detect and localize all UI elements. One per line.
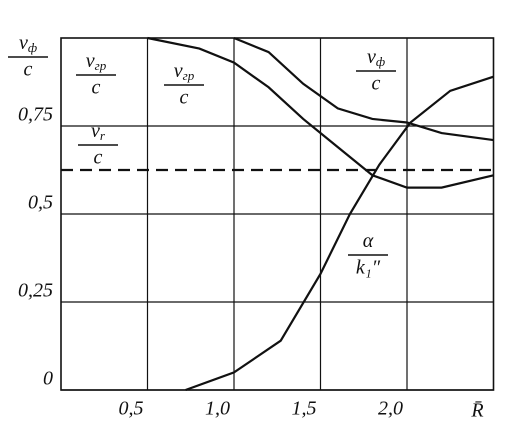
annotation-numerator: vr (91, 120, 106, 143)
y-tick-label: 0,25 (18, 280, 53, 302)
annotation-numerator: vгр (174, 60, 195, 83)
annotation-denominator: k₁″ (356, 257, 381, 279)
annotation-subscript: гр (183, 68, 195, 83)
annotation-symbol: α (363, 230, 374, 252)
curve (185, 75, 494, 392)
annotation-symbol: v (367, 46, 376, 68)
annotation-denominator: c (92, 77, 101, 99)
x-tick-label: 0,5 (119, 398, 144, 420)
annotation-symbol: v (91, 120, 100, 142)
annotation-numerator: α (363, 230, 374, 252)
y-axis-label-subscript: ф (28, 40, 37, 55)
x-axis-label: R̄ (470, 400, 483, 422)
annotation-numerator: vгр (86, 50, 107, 73)
x-tick-label: 2,0 (378, 398, 403, 420)
y-axis-label-denominator: c (24, 59, 33, 81)
annotation-subscript: гр (95, 58, 107, 73)
annotation-numerator: vф (367, 46, 385, 69)
annotation-subscript: r (100, 128, 106, 143)
annotation-denominator: c (94, 147, 103, 169)
y-tick-label: 0,75 (18, 104, 53, 126)
y-axis-label-symbol: v (19, 32, 28, 54)
x-tick-label: 1,0 (205, 398, 230, 420)
annotation-denominator: c (180, 87, 189, 109)
annotation-symbol: v (86, 50, 95, 72)
y-axis-label-numerator: vф (19, 32, 37, 55)
annotation-denominator: c (372, 73, 381, 95)
curve (147, 36, 494, 189)
curve (233, 36, 494, 142)
y-tick-label: 0 (43, 368, 53, 390)
annotation-symbol: v (174, 60, 183, 82)
x-tick-label: 1,5 (292, 398, 317, 420)
y-tick-label: 0,5 (28, 192, 53, 214)
annotation-subscript: ф (376, 54, 385, 69)
